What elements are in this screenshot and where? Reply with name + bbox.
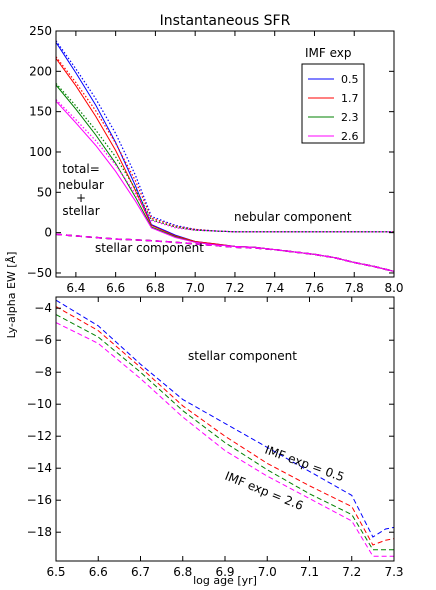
series-stellar-bottom-2.3	[55, 314, 394, 551]
bottom-xtick-label: 7.3	[384, 565, 403, 579]
bottom-ytick-label: −8	[34, 365, 52, 379]
bottom-series-group	[55, 299, 395, 557]
top-xtick-label: 7.0	[186, 281, 205, 295]
series-stellar-bottom-2.6	[55, 322, 394, 557]
top-ytick-label: 50	[37, 185, 52, 199]
series-nebular-0.5	[55, 40, 394, 233]
top-xtick-label: 8.0	[384, 281, 403, 295]
bottom-ytick-label: −18	[27, 525, 52, 539]
bottom-ytick-label: −6	[34, 333, 52, 347]
top-tick-group: 6.4 6.6 6.8 7.0 7.2 7.4 7.6 7.8 8.0 250 200 150 100 5…	[27, 24, 404, 295]
top-ytick-label: 150	[29, 105, 52, 119]
bottom-chart: 6.5 6.6 6.7 6.8 6.9 7.0 7.1 7.2 7.3 −4 −6 −8 −10 −12 −…	[27, 296, 404, 587]
top-ytick-label: 100	[29, 145, 52, 159]
bottom-ytick-label: −4	[34, 301, 52, 315]
bottom-xtick-label: 7.2	[342, 565, 361, 579]
series-nebular-2.6	[55, 99, 394, 233]
legend-label-2.3: 2.3	[341, 111, 359, 124]
series-nebular-2.3	[55, 83, 394, 233]
top-ytick-label: 200	[29, 64, 52, 78]
series-total-2.6	[55, 100, 395, 272]
legend: IMF exp 0.5 1.7 2.3 2.6	[301, 46, 365, 144]
top-xtick-label: 6.4	[66, 281, 85, 295]
bottom-plot-frame	[55, 296, 395, 562]
top-xtick-label: 6.6	[106, 281, 125, 295]
annotation-total-line4: stellar	[62, 204, 99, 218]
legend-title: IMF exp	[305, 46, 352, 60]
legend-frame	[301, 63, 365, 144]
top-xtick-label: 7.4	[265, 281, 284, 295]
annotation-imf-top: IMF exp = 0.5	[263, 443, 346, 485]
top-chart: 6.4 6.6 6.8 7.0 7.2 7.4 7.6 7.8 8.0 250 200 150 100 5…	[27, 24, 404, 295]
legend-label-2.6: 2.6	[341, 130, 359, 143]
bottom-xtick-label: 6.7	[131, 565, 150, 579]
bottom-ytick-label: −10	[27, 397, 52, 411]
annotation-stellar-top: stellar component	[95, 241, 204, 255]
top-xtick-label: 7.6	[305, 281, 324, 295]
top-ytick-label: −50	[27, 266, 52, 280]
bottom-xlabel: log age [yr]	[193, 574, 257, 587]
top-ytick-label: 250	[29, 24, 52, 38]
top-ytick-label: 0	[44, 226, 52, 240]
annotation-total-line3: +	[76, 191, 86, 205]
bottom-xtick-label: 6.5	[46, 565, 65, 579]
bottom-tick-group: 6.5 6.6 6.7 6.8 6.9 7.0 7.1 7.2 7.3 −4 −6 −8 −10 −12 −…	[27, 297, 404, 579]
series-stellar-bottom-1.7	[55, 306, 395, 546]
bottom-xtick-label: 7.1	[300, 565, 319, 579]
top-series-group	[55, 40, 395, 273]
top-xtick-label: 6.8	[146, 281, 165, 295]
legend-label-1.7: 1.7	[341, 92, 359, 105]
bottom-xtick-label: 6.9	[215, 565, 234, 579]
bottom-xtick-label: 6.6	[89, 565, 108, 579]
annotation-total-line2: nebular	[58, 178, 104, 192]
series-stellar-bottom-0.5	[55, 299, 395, 538]
bottom-ytick-label: −12	[27, 429, 52, 443]
annotation-stellar-bottom: stellar component	[188, 349, 297, 363]
bottom-ytick-label: −14	[27, 461, 52, 475]
top-plot-frame	[55, 30, 395, 278]
annotation-total-line1: total=	[62, 162, 100, 176]
top-chart-title: Instantaneous SFR	[160, 13, 291, 29]
annotation-nebular: nebular component	[234, 210, 352, 224]
top-xtick-label: 7.2	[225, 281, 244, 295]
legend-items: 0.5 1.7 2.3 2.6	[308, 73, 359, 143]
annotation-imf-bottom: IMF exp = 2.6	[223, 469, 305, 513]
legend-label-0.5: 0.5	[341, 73, 359, 86]
bottom-xtick-label: 6.8	[173, 565, 192, 579]
bottom-xtick-label: 7.0	[258, 565, 277, 579]
shared-ylabel: Ly-alpha EW [Å]	[5, 252, 18, 339]
top-xtick-label: 7.8	[345, 281, 364, 295]
bottom-ytick-label: −16	[27, 493, 52, 507]
